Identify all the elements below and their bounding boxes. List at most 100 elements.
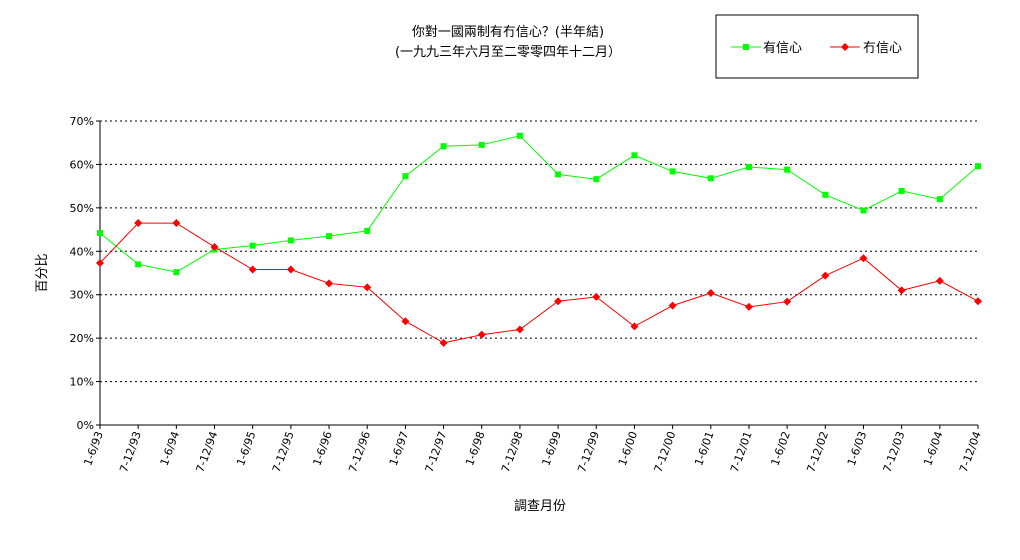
x-tick-label: 1-6/01 <box>692 430 716 468</box>
data-point <box>515 325 524 334</box>
gridlines <box>100 120 978 383</box>
data-point <box>286 265 295 274</box>
data-point <box>897 286 906 295</box>
x-tick-label: 7-12/94 <box>194 430 221 475</box>
x-tick-label: 1-6/95 <box>234 430 258 468</box>
chart-title: 你對一國兩制有冇信心？(半年結) <box>412 25 604 40</box>
data-point <box>784 166 791 173</box>
x-tick-label: 7-12/93 <box>117 430 144 475</box>
axes <box>99 121 978 426</box>
x-tick-label: 1-6/97 <box>387 430 411 468</box>
x-tick-label: 1-6/94 <box>158 430 182 468</box>
y-tick-label: 40% <box>70 245 94 258</box>
data-point <box>974 297 982 306</box>
x-tick-label: 1-6/00 <box>616 430 640 468</box>
data-point <box>326 233 333 240</box>
data-point <box>325 279 334 288</box>
x-tick-label: 1-6/02 <box>769 430 793 468</box>
series-1 <box>96 219 982 347</box>
legend-entry-1: 冇信心 <box>830 41 902 56</box>
y-tick-label: 10% <box>70 376 94 389</box>
x-ticks: 1-6/93 7-12/93 1-6/94 7-12/94 1-6/95 7-12/95 1… <box>81 425 984 475</box>
series-line-1 <box>99 222 979 344</box>
legend-marker-1 <box>841 43 849 51</box>
x-tick-label: 1-6/03 <box>845 430 869 468</box>
data-point <box>555 171 562 178</box>
data-point <box>821 271 830 280</box>
legend-entry-0: 有信心 <box>731 41 802 56</box>
data-point <box>96 259 104 268</box>
data-point <box>97 230 103 237</box>
data-point <box>822 191 829 198</box>
x-tick-label: 7-12/00 <box>652 430 679 475</box>
y-tick-label: 70% <box>70 115 94 128</box>
data-point <box>898 187 905 194</box>
data-point <box>630 322 639 331</box>
data-point <box>210 242 219 251</box>
x-tick-label: 7-12/04 <box>957 430 984 475</box>
x-axis-title: 調查月份 <box>514 499 566 514</box>
data-point <box>668 301 677 310</box>
data-point <box>935 276 944 285</box>
legend: 有信心 冇信心 <box>715 14 919 79</box>
legend-marker-0 <box>743 44 749 50</box>
chart-subtitle: (一九九三年六月至二零零四年十二月） <box>395 45 621 60</box>
data-point <box>706 288 715 297</box>
data-point <box>669 168 676 175</box>
data-point <box>364 227 371 234</box>
data-point <box>859 254 868 263</box>
data-point <box>860 207 867 214</box>
data-point <box>440 143 447 150</box>
x-tick-label: 7-12/03 <box>881 430 908 475</box>
data-point <box>554 297 563 306</box>
data-point <box>593 176 600 183</box>
x-tick-label: 1-6/04 <box>921 430 945 468</box>
data-point <box>516 132 523 139</box>
data-point <box>287 237 294 244</box>
x-tick-label: 7-12/98 <box>499 430 526 475</box>
data-point <box>478 141 485 148</box>
data-point <box>592 292 601 301</box>
data-point <box>631 152 638 159</box>
data-point <box>402 173 409 180</box>
x-tick-label: 7-12/95 <box>270 430 297 475</box>
y-tick-label: 20% <box>70 332 94 345</box>
x-tick-label: 1-6/93 <box>81 430 105 468</box>
y-axis-title: 百分比 <box>35 253 50 292</box>
x-tick-label: 7-12/96 <box>346 430 373 475</box>
data-point <box>707 175 714 182</box>
series <box>96 132 982 347</box>
data-point <box>134 219 143 228</box>
y-tick-label: 30% <box>70 289 94 302</box>
y-ticks: 0% 10% 20% 30% 40% 50% 60% 70% <box>70 115 100 432</box>
data-point <box>936 196 943 203</box>
y-tick-label: 60% <box>70 158 94 171</box>
data-point <box>401 317 410 326</box>
series-0 <box>97 132 981 276</box>
x-tick-label: 7-12/97 <box>423 430 450 475</box>
x-tick-label: 7-12/02 <box>804 430 831 475</box>
data-point <box>173 269 180 276</box>
data-point <box>439 338 448 347</box>
x-tick-label: 7-12/99 <box>575 430 602 475</box>
x-tick-label: 7-12/01 <box>728 430 755 475</box>
data-point <box>745 164 752 171</box>
data-point <box>172 219 181 228</box>
data-point <box>248 265 257 274</box>
data-point <box>363 283 372 292</box>
data-point <box>477 330 486 339</box>
series-line-0 <box>99 135 979 273</box>
data-point <box>135 261 142 268</box>
x-tick-label: 1-6/98 <box>463 430 487 468</box>
x-tick-label: 1-6/96 <box>310 430 334 468</box>
data-point <box>744 302 753 311</box>
data-point <box>249 242 256 249</box>
legend-label-0: 有信心 <box>763 41 802 56</box>
data-point <box>783 297 792 306</box>
y-tick-label: 0% <box>77 419 94 432</box>
legend-label-1: 冇信心 <box>863 41 902 56</box>
y-tick-label: 50% <box>70 202 94 215</box>
data-point <box>975 163 981 170</box>
x-tick-label: 1-6/99 <box>539 430 563 468</box>
